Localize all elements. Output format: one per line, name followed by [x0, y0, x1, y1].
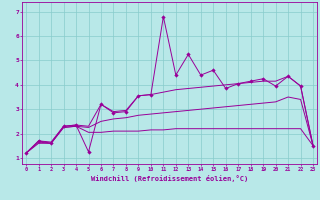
- X-axis label: Windchill (Refroidissement éolien,°C): Windchill (Refroidissement éolien,°C): [91, 175, 248, 182]
